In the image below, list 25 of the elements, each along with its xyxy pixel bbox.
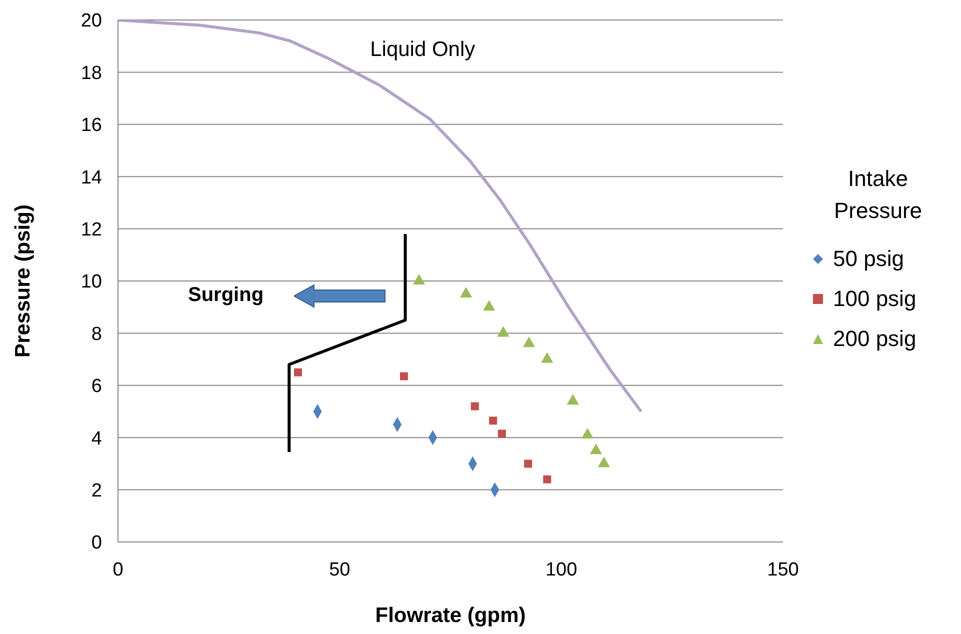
y-axis-title: Pressure (psig)	[11, 204, 34, 358]
y-tick-label: 4	[91, 428, 102, 450]
y-tick-label: 20	[80, 10, 102, 32]
y-tick-label: 12	[80, 220, 102, 241]
y-tick-label: 14	[80, 167, 102, 188]
y-tick-label: 8	[91, 324, 102, 345]
x-axis-title: Flowrate (gpm)	[375, 604, 526, 627]
series-label: Liquid Only	[370, 38, 476, 62]
x-tick-label: 100	[545, 559, 578, 580]
annotation: Surging	[188, 284, 264, 307]
x-tick-label: 150	[767, 559, 799, 580]
line-series	[118, 20, 643, 413]
y-tick-label: 16	[80, 115, 102, 136]
legend-label: 100 psig	[833, 286, 916, 312]
line-series	[288, 232, 407, 454]
legend-label: 200 psig	[833, 326, 916, 352]
x-tick-label: 0	[112, 559, 124, 580]
legend-title: Intake Pressure	[832, 165, 924, 225]
y-tick-label: 6	[91, 376, 102, 398]
y-tick-label: 2	[91, 480, 102, 502]
legend-label: 50 psig	[833, 246, 904, 272]
y-tick-label: 10	[80, 272, 102, 293]
x-tick-label: 50	[329, 559, 350, 580]
y-tick-label: 0	[91, 532, 102, 554]
y-tick-label: 18	[80, 62, 102, 84]
